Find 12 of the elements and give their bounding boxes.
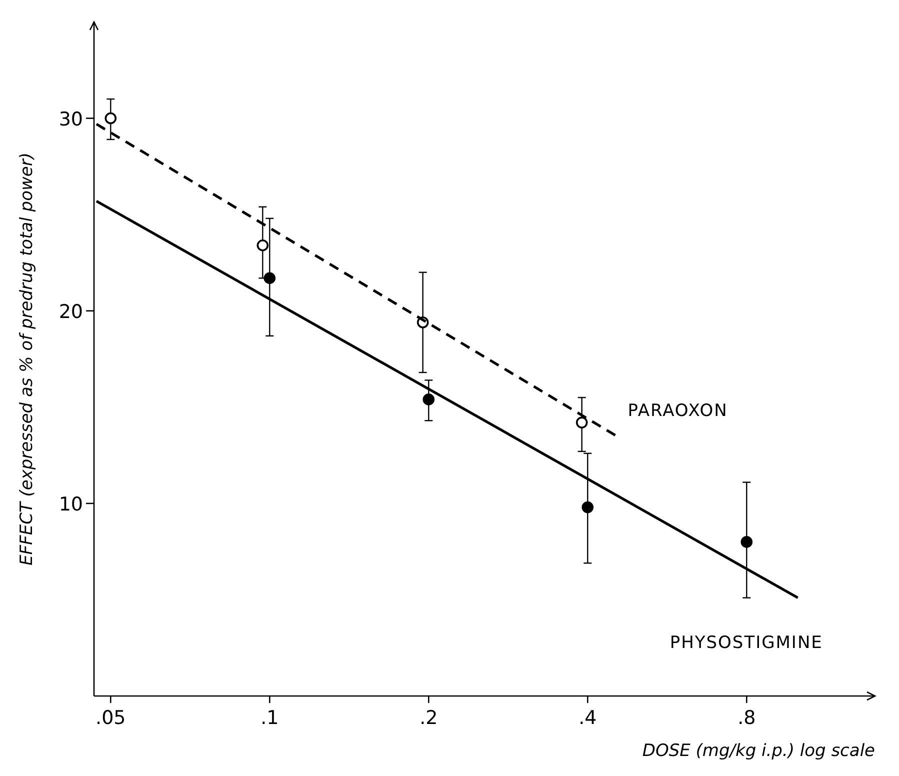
y-tick-label: 30 (58, 108, 83, 130)
x-tick-label: .05 (96, 707, 126, 729)
x-tick-label: .4 (578, 707, 597, 729)
series-label: PARAOXON (628, 400, 728, 421)
y-tick-label: 10 (58, 493, 83, 516)
y-tick-label: 20 (58, 300, 83, 323)
text: PHYSOSTIGMINE (670, 632, 823, 653)
x-tick-label: .2 (420, 707, 438, 729)
x-tick-label: .8 (738, 707, 756, 729)
x-tick-label: .1 (260, 707, 279, 729)
y-axis-title: EFFECT (expressed as % of predrug total power) (17, 152, 37, 566)
x-axis-title: DOSE (mg/kg i.p.) log scale (642, 741, 875, 761)
